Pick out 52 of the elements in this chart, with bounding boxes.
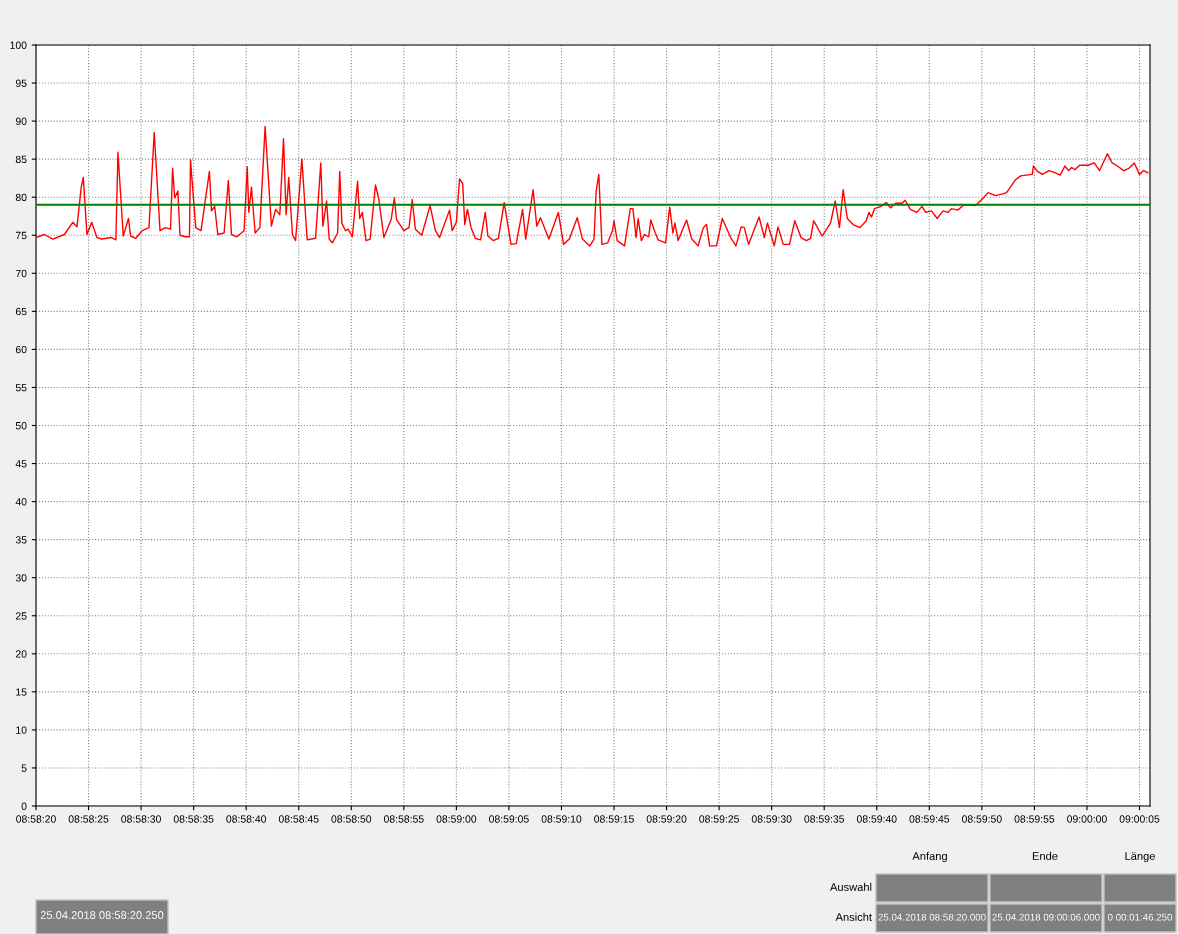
y-tick-label: 35 (15, 536, 27, 544)
y-tick-label: 0 (21, 802, 27, 810)
text: Auswahl (830, 882, 872, 891)
y-tick-label: 90 (15, 117, 27, 125)
x-tick-label: 08:59:55 (1014, 815, 1055, 823)
text: Ansicht (835, 912, 872, 921)
x-tick-label: 08:58:20 (16, 815, 56, 823)
x-tick-label: 08:59:50 (961, 815, 1002, 823)
y-tick-label: 45 (15, 460, 27, 468)
x-tick-label: 08:59:45 (909, 815, 950, 823)
x-tick-label: 08:59:00 (436, 815, 477, 823)
y-tick-label: 40 (15, 498, 27, 506)
y-tick-label: 20 (15, 650, 27, 658)
y-tick-label: 10 (16, 726, 27, 734)
y-tick-label: 95 (15, 79, 27, 87)
y-tick-label: 50 (15, 422, 27, 430)
text: Anfang (912, 851, 947, 863)
y-tick-label: 65 (15, 307, 27, 316)
x-tick-label: 08:59:20 (646, 815, 687, 823)
x-tick-label: 08:59:10 (541, 815, 582, 823)
text: Ende (1032, 851, 1058, 860)
text: 0 00:01:46.250 (1107, 913, 1173, 921)
x-tick-label: 09:00:05 (1119, 815, 1160, 823)
y-tick-label: 85 (15, 155, 27, 164)
x-tick-label: 08:58:25 (68, 815, 109, 823)
x-tick-label: 08:59:40 (856, 815, 897, 823)
x-tick-label: 08:58:45 (278, 815, 319, 823)
x-tick-label: 08:58:55 (383, 815, 424, 823)
x-tick-label: 08:58:35 (173, 815, 214, 823)
x-tick-label: 08:59:30 (751, 815, 792, 823)
y-tick-label: 15 (16, 688, 27, 696)
x-tick-label: 08:59:25 (699, 815, 739, 823)
y-tick-label: 80 (15, 193, 27, 202)
text: 25.04.2018 09:00:06.000 (992, 913, 1100, 921)
x-tick-label: 08:58:50 (331, 815, 372, 823)
y-tick-label: 55 (15, 384, 27, 392)
text: 25.04.2018 08:58:20.000 (878, 913, 986, 921)
y-tick-label: 30 (15, 574, 27, 582)
y-tick-label: 5 (21, 764, 27, 772)
y-tick-label: 25 (15, 612, 27, 620)
text: 25.04.2018 08:58:20.250 (40, 911, 164, 919)
y-tick-label: 70 (15, 269, 27, 278)
x-tick-label: 09:00:00 (1067, 815, 1107, 823)
x-tick-label: 08:58:40 (226, 815, 267, 823)
x-tick-label: 08:58:30 (121, 815, 161, 823)
y-tick-label: 100 (10, 41, 27, 49)
x-tick-label: 08:59:05 (489, 815, 529, 823)
y-tick-label: 75 (15, 231, 27, 240)
x-tick-label: 08:59:35 (804, 815, 845, 823)
y-tick-label: 60 (15, 345, 27, 354)
x-tick-label: 08:59:15 (594, 815, 634, 823)
text: Länge (1125, 852, 1155, 863)
